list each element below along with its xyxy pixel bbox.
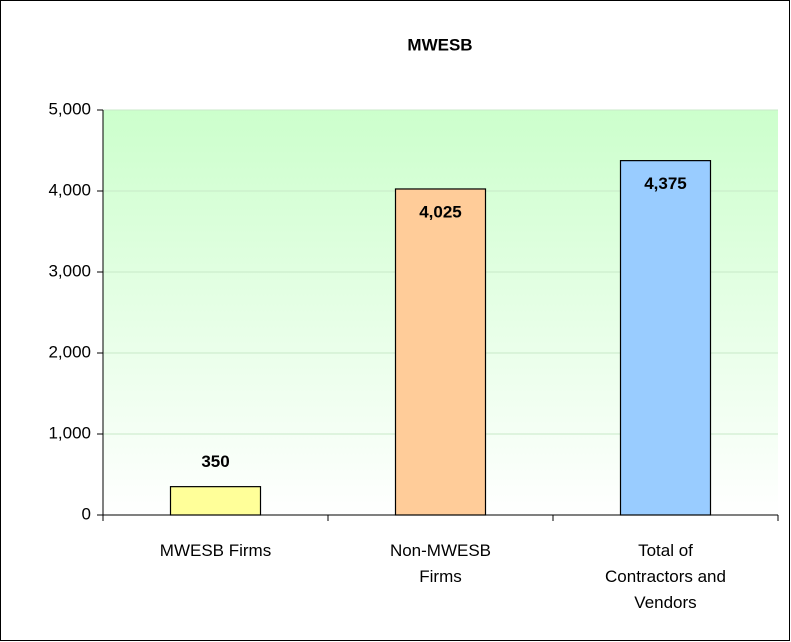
bar	[169, 486, 262, 516]
bar	[619, 160, 712, 516]
y-tick-label: 4,000	[48, 180, 91, 199]
value-label: 4,375	[644, 174, 687, 193]
value-label: 350	[201, 452, 229, 471]
y-tick-label: 1,000	[48, 423, 91, 442]
y-tick-label: 5,000	[48, 99, 91, 118]
x-tick-label: MWESB Firms	[159, 541, 272, 560]
bar	[394, 188, 487, 516]
y-tick-label: 2,000	[48, 342, 91, 361]
x-tick-label: Non-MWESB Firms	[389, 541, 492, 586]
y-tick-label: 3,000	[48, 261, 91, 280]
chart-title: MWESB	[407, 35, 472, 54]
x-tick-label: Total of Contractors and Vendors	[605, 541, 726, 612]
value-label: 4,025	[419, 202, 462, 221]
y-tick-label: 0	[82, 504, 91, 523]
